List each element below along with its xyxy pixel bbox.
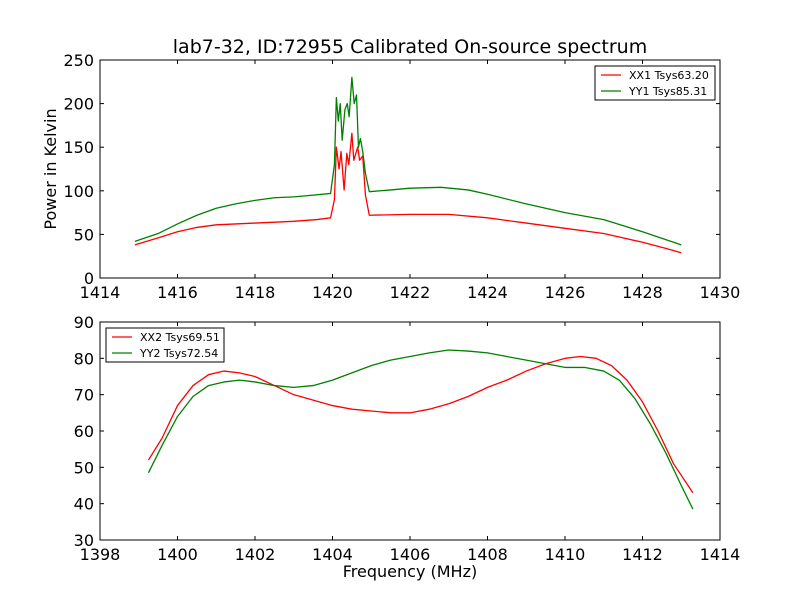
y-tick-label: 80 <box>74 349 94 368</box>
legend-label: XX2 Tsys69.51 <box>140 331 220 344</box>
series-line-yy1 <box>134 76 682 246</box>
x-tick-label: 1412 <box>622 545 663 564</box>
x-tick-label: 1418 <box>235 283 276 302</box>
y-tick-label: 100 <box>63 182 94 201</box>
x-tick-label: 1410 <box>545 545 586 564</box>
x-tick-label: 1402 <box>235 545 276 564</box>
x-tick-label: 1430 <box>700 283 741 302</box>
x-axis-label: Frequency (MHz) <box>343 562 477 581</box>
legend-box <box>105 327 225 363</box>
y-tick-label: 50 <box>74 458 94 477</box>
legend-label: YY1 Tsys85.31 <box>628 85 707 98</box>
legend-box <box>594 65 716 101</box>
x-tick-label: 1416 <box>157 283 198 302</box>
legend-label: XX1 Tsys63.20 <box>629 69 709 82</box>
x-tick-label: 1414 <box>80 283 121 302</box>
series-line-xx2 <box>147 355 694 494</box>
x-tick-label: 1424 <box>467 283 508 302</box>
y-tick-label: 70 <box>74 386 94 405</box>
x-tick-label: 1422 <box>390 283 431 302</box>
y-axis-label: Power in Kelvin <box>41 108 60 229</box>
y-tick-label: 250 <box>63 51 94 70</box>
bottom-panel: 1398 1400 1402 1404 1406 1408 1410 1412 1414 30 40… <box>74 313 741 581</box>
chart-title: lab7-32, ID:72955 Calibrated On-source s… <box>173 36 647 58</box>
legend: XX2 Tsys69.51 YY2 Tsys72.54 <box>105 327 225 363</box>
y-tick-label: 150 <box>63 138 94 157</box>
x-tick-label: 1420 <box>312 283 353 302</box>
x-tick-label: 1398 <box>80 545 121 564</box>
legend-label: YY2 Tsys72.54 <box>139 347 218 360</box>
series-line-xx1 <box>134 132 682 254</box>
top-panel: 1414 1416 1418 1420 1422 1424 1426 1428 1430 0 50 1… <box>41 51 740 302</box>
x-tick-label: 1414 <box>700 545 741 564</box>
x-tick-label: 1406 <box>390 545 431 564</box>
series-line-yy2 <box>147 349 694 510</box>
legend: XX1 Tsys63.20 YY1 Tsys85.31 <box>594 65 716 101</box>
x-tick-label: 1400 <box>157 545 198 564</box>
x-tick-label: 1404 <box>312 545 353 564</box>
y-tick-label: 200 <box>63 95 94 114</box>
x-tick-label: 1426 <box>545 283 586 302</box>
y-tick-label: 50 <box>74 225 94 244</box>
y-tick-label: 60 <box>74 422 94 441</box>
y-tick-label: 40 <box>74 495 94 514</box>
y-tick-label: 90 <box>74 313 94 332</box>
y-tick-label: 0 <box>84 269 94 288</box>
x-tick-label: 1428 <box>622 283 663 302</box>
x-tick-label: 1408 <box>467 545 508 564</box>
y-tick-label: 30 <box>74 531 94 550</box>
